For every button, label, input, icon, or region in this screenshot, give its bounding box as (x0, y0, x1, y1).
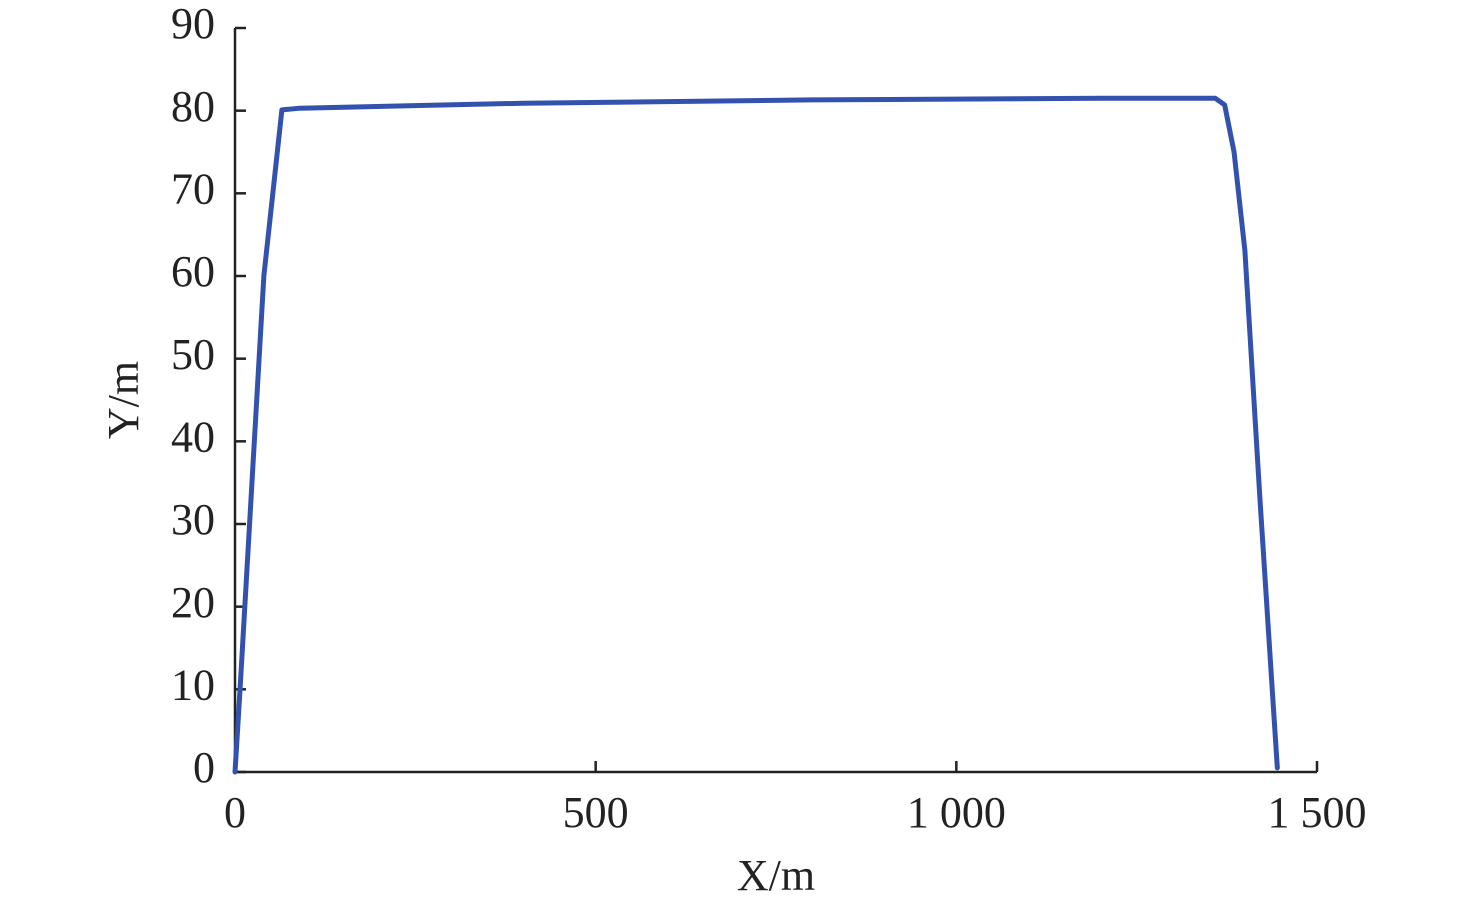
y-tick-label: 20 (171, 578, 215, 627)
y-tick-label: 70 (171, 164, 215, 213)
y-tick-label: 90 (171, 0, 215, 48)
x-tick-label: 1 500 (1268, 788, 1367, 837)
x-axis-label: X/m (737, 851, 815, 900)
x-tick-label: 1 000 (907, 788, 1006, 837)
x-tick-label: 500 (563, 788, 629, 837)
y-tick-label: 60 (171, 247, 215, 296)
y-tick-label: 30 (171, 495, 215, 544)
y-axis-label: Y/m (99, 361, 148, 439)
data-line (232, 95, 1280, 775)
y-tick-label: 80 (171, 82, 215, 131)
y-tick-label: 0 (193, 743, 215, 792)
y-tick-label: 50 (171, 330, 215, 379)
y-tick-label: 10 (171, 660, 215, 709)
y-tick-label: 40 (171, 412, 215, 461)
x-tick-label: 0 (224, 788, 246, 837)
